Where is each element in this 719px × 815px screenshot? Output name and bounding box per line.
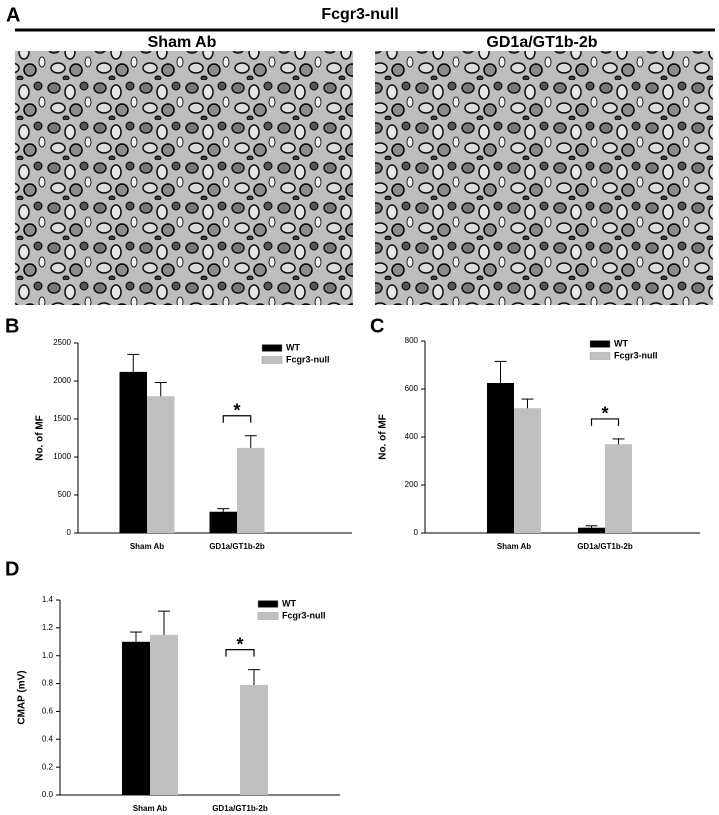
legend-swatch — [257, 612, 279, 620]
y-tick-label: 1.4 — [42, 595, 54, 604]
micrograph-title: Sham Ab — [148, 34, 217, 51]
y-tick-label: 1.0 — [42, 651, 54, 660]
legend-label: WT — [614, 338, 628, 348]
legend-swatch — [589, 340, 611, 348]
y-axis-label: CMAP (mV) — [17, 670, 28, 724]
bar — [605, 444, 632, 533]
y-axis-label: No. of MF — [35, 415, 46, 461]
significance-bracket — [590, 418, 620, 426]
legend-swatch — [261, 344, 283, 352]
micrograph-title: GD1a/GT1b-2b — [486, 34, 597, 51]
y-tick-label: 0.4 — [42, 734, 54, 743]
y-tick-label: 500 — [58, 490, 72, 499]
bar — [122, 641, 150, 795]
y-tick-label: 0.8 — [42, 679, 54, 688]
x-tick-label: Sham Ab — [133, 804, 167, 813]
micrograph — [15, 51, 353, 305]
x-tick-label: Sham Ab — [130, 542, 164, 551]
bar — [487, 383, 514, 533]
x-tick-label: GD1a/GT1b-2b — [212, 804, 268, 813]
y-tick-label: 200 — [405, 480, 419, 489]
y-tick-label: 1500 — [53, 414, 71, 423]
bar — [150, 634, 178, 795]
x-tick-label: GD1a/GT1b-2b — [209, 542, 265, 551]
x-tick-label: Sham Ab — [497, 542, 531, 551]
error-bar — [217, 508, 230, 512]
error-bar — [585, 525, 598, 528]
legend-label: Fcgr3-null — [282, 610, 326, 620]
error-bar — [521, 398, 534, 409]
legend-label: WT — [286, 342, 300, 352]
annotation: * — [601, 404, 608, 424]
y-tick-label: 2000 — [53, 376, 71, 385]
legend-label: WT — [282, 598, 296, 608]
error-bar — [130, 631, 142, 642]
panel-label: A — [6, 4, 20, 26]
error-bar — [494, 360, 507, 383]
bar — [209, 511, 237, 533]
error-bar — [127, 353, 140, 372]
bar — [578, 527, 605, 533]
y-tick-label: 2500 — [53, 338, 71, 347]
y-tick-label: 1.2 — [42, 623, 54, 632]
legend-label: Fcgr3-null — [614, 350, 658, 360]
annotation: * — [236, 634, 243, 654]
error-bar — [158, 610, 170, 635]
panel-label: D — [5, 558, 19, 580]
bar — [147, 396, 175, 533]
legend-swatch — [261, 356, 283, 364]
legend-swatch — [589, 352, 611, 360]
bar — [119, 371, 147, 533]
y-tick-label: 800 — [405, 336, 419, 345]
x-tick-label: GD1a/GT1b-2b — [577, 542, 633, 551]
legend-swatch — [257, 600, 279, 608]
bar — [240, 684, 268, 795]
significance-bracket — [222, 415, 252, 423]
legend-label: Fcgr3-null — [286, 354, 330, 364]
annotation: * — [233, 400, 240, 420]
y-tick-label: 600 — [405, 384, 419, 393]
header: Fcgr3-null — [321, 6, 398, 23]
panel-label: C — [370, 315, 384, 337]
y-axis-label: No. of MF — [378, 414, 389, 460]
y-tick-label: 0 — [414, 528, 419, 537]
y-tick-label: 1000 — [53, 452, 71, 461]
panel-label: B — [5, 315, 19, 337]
error-bar — [154, 382, 167, 397]
error-bar — [612, 438, 625, 445]
bar — [237, 447, 265, 533]
bar — [514, 408, 541, 533]
y-tick-label: 0 — [67, 528, 72, 537]
y-tick-label: 0.0 — [42, 790, 54, 799]
y-tick-label: 400 — [405, 432, 419, 441]
error-bar — [244, 435, 257, 448]
micrograph — [375, 51, 713, 305]
error-bar — [248, 669, 260, 685]
y-tick-label: 0.2 — [42, 762, 54, 771]
y-tick-label: 0.6 — [42, 707, 54, 716]
significance-bracket — [225, 649, 255, 657]
